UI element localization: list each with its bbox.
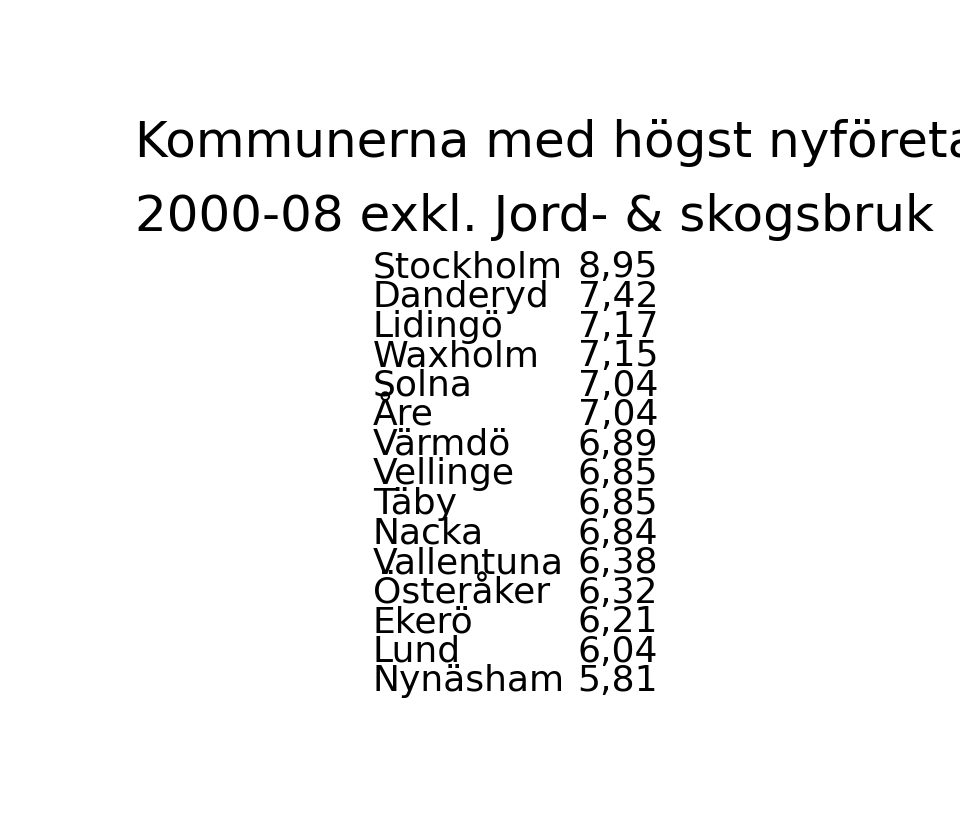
Text: 7,04: 7,04 (578, 398, 658, 433)
Text: Lidingö: Lidingö (372, 310, 504, 343)
Text: Nynäsham: Nynäsham (372, 665, 565, 698)
Text: Danderyd: Danderyd (372, 280, 550, 314)
Text: Nacka: Nacka (372, 517, 484, 550)
Text: 2000-08 exkl. Jord- & skogsbruk: 2000-08 exkl. Jord- & skogsbruk (134, 194, 934, 241)
Text: Waxholm: Waxholm (372, 339, 540, 373)
Text: 7,42: 7,42 (578, 280, 658, 314)
Text: 6,85: 6,85 (578, 487, 659, 521)
Text: 6,85: 6,85 (578, 458, 659, 491)
Text: 6,84: 6,84 (578, 517, 659, 550)
Text: 6,04: 6,04 (578, 635, 658, 669)
Text: 7,15: 7,15 (578, 339, 658, 373)
Text: 8,95: 8,95 (578, 250, 658, 285)
Text: Stockholm: Stockholm (372, 250, 564, 285)
Text: 7,17: 7,17 (578, 310, 658, 343)
Text: Åre: Åre (372, 398, 434, 433)
Text: 5,81: 5,81 (578, 665, 659, 698)
Text: Värmdö: Värmdö (372, 428, 512, 462)
Text: 6,32: 6,32 (578, 575, 658, 610)
Text: 7,04: 7,04 (578, 369, 658, 402)
Text: 6,38: 6,38 (578, 546, 659, 580)
Text: 6,21: 6,21 (578, 605, 658, 640)
Text: Solna: Solna (372, 369, 473, 402)
Text: Vallentuna: Vallentuna (372, 546, 564, 580)
Text: Österåker: Österåker (372, 575, 550, 610)
Text: Vellinge: Vellinge (372, 458, 515, 491)
Text: Täby: Täby (372, 487, 457, 521)
Text: Kommunerna med högst nyföretagande: Kommunerna med högst nyföretagande (134, 119, 960, 168)
Text: Lund: Lund (372, 635, 461, 669)
Text: Ekerö: Ekerö (372, 605, 473, 640)
Text: 6,89: 6,89 (578, 428, 658, 462)
